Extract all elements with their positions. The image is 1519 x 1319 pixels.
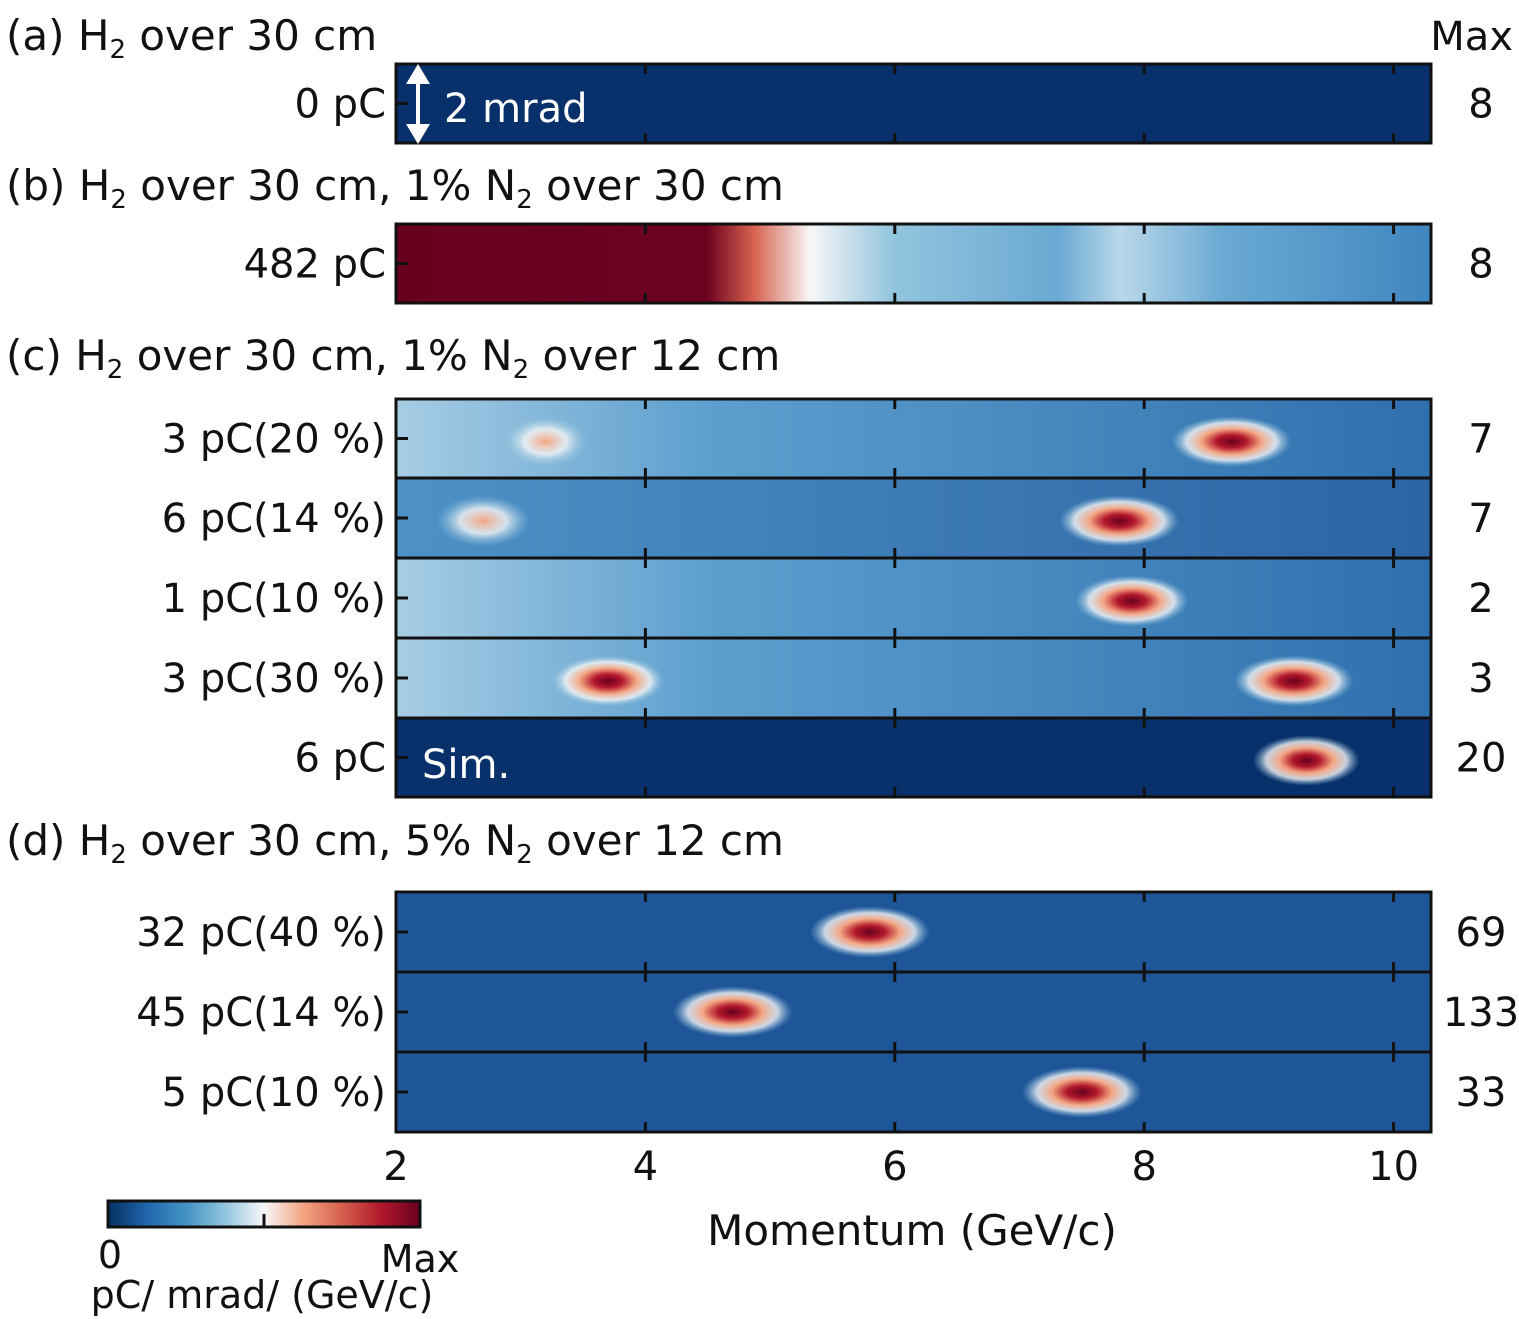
row-label: 5 pC(10 %) bbox=[162, 1070, 386, 1116]
beam-hotspot bbox=[503, 416, 589, 467]
beam-hotspot bbox=[1074, 575, 1189, 627]
max-value: 8 bbox=[1468, 242, 1493, 288]
x-tick-label: 6 bbox=[882, 1144, 907, 1190]
row-label: 3 pC(30 %) bbox=[162, 656, 386, 702]
beam-hotspot bbox=[551, 655, 665, 707]
beam-hotspot bbox=[436, 495, 531, 547]
beam-hotspot bbox=[672, 986, 793, 1038]
max-value: 33 bbox=[1456, 1070, 1507, 1116]
scale-bar-label: 2 mrad bbox=[444, 86, 587, 132]
colorbar-max-label: Max bbox=[381, 1237, 460, 1281]
section-title: (d) H2 over 30 cm, 5% N2 over 12 cm bbox=[6, 816, 784, 870]
beam-hotspot bbox=[1059, 495, 1180, 547]
section-title: (a) H2 over 30 cm bbox=[6, 11, 377, 65]
max-header: Max bbox=[1430, 14, 1513, 60]
beam-hotspot bbox=[1021, 1066, 1142, 1118]
scale-bar-arrow-down-icon bbox=[406, 124, 430, 144]
x-axis-title: Momentum (GeV/c) bbox=[707, 1206, 1117, 1255]
max-value: 8 bbox=[1468, 82, 1493, 128]
row-label: 0 pC bbox=[295, 82, 386, 128]
beam-hotspot bbox=[1252, 735, 1360, 786]
beam-hotspot bbox=[809, 906, 930, 958]
section-title: (c) H2 over 30 cm, 1% N2 over 12 cm bbox=[6, 331, 780, 385]
x-tick-label: 8 bbox=[1131, 1144, 1156, 1190]
x-tick-label: 10 bbox=[1368, 1144, 1419, 1190]
max-value: 7 bbox=[1468, 417, 1493, 463]
spectrum-row-background bbox=[396, 558, 1431, 638]
beam-hotspot bbox=[1171, 416, 1292, 467]
max-value: 69 bbox=[1456, 910, 1507, 956]
row-label: 6 pC(14 %) bbox=[162, 496, 386, 542]
row-label: 482 pC bbox=[244, 242, 386, 288]
colorbar-label: pC/ mrad/ (GeV/c) bbox=[91, 1273, 434, 1317]
row-label: 3 pC(20 %) bbox=[162, 417, 386, 463]
x-tick-label: 4 bbox=[633, 1144, 658, 1190]
max-value: 133 bbox=[1443, 990, 1519, 1036]
row-label: 1 pC(10 %) bbox=[162, 576, 386, 622]
beam-hotspot bbox=[1233, 655, 1354, 707]
max-value: 20 bbox=[1456, 736, 1507, 782]
row-label: 6 pC bbox=[295, 736, 386, 782]
row-label: 32 pC(40 %) bbox=[136, 910, 386, 956]
spectrum-row-background bbox=[396, 478, 1431, 558]
row-label: 45 pC(14 %) bbox=[136, 990, 386, 1036]
section-title: (b) H2 over 30 cm, 1% N2 over 30 cm bbox=[6, 161, 784, 215]
spectrum-row-background bbox=[396, 972, 1431, 1052]
spectrum-row-background bbox=[396, 224, 1431, 303]
scale-bar-arrow-up-icon bbox=[406, 64, 430, 84]
max-value: 3 bbox=[1468, 656, 1493, 702]
max-value: 2 bbox=[1468, 576, 1493, 622]
sim-label: Sim. bbox=[422, 742, 510, 788]
x-tick-label: 2 bbox=[383, 1144, 408, 1190]
spectrum-row-background bbox=[396, 64, 1431, 143]
colorbar-min-label: 0 bbox=[98, 1233, 122, 1277]
spectrum-row-background bbox=[396, 1052, 1431, 1132]
max-value: 7 bbox=[1468, 496, 1493, 542]
